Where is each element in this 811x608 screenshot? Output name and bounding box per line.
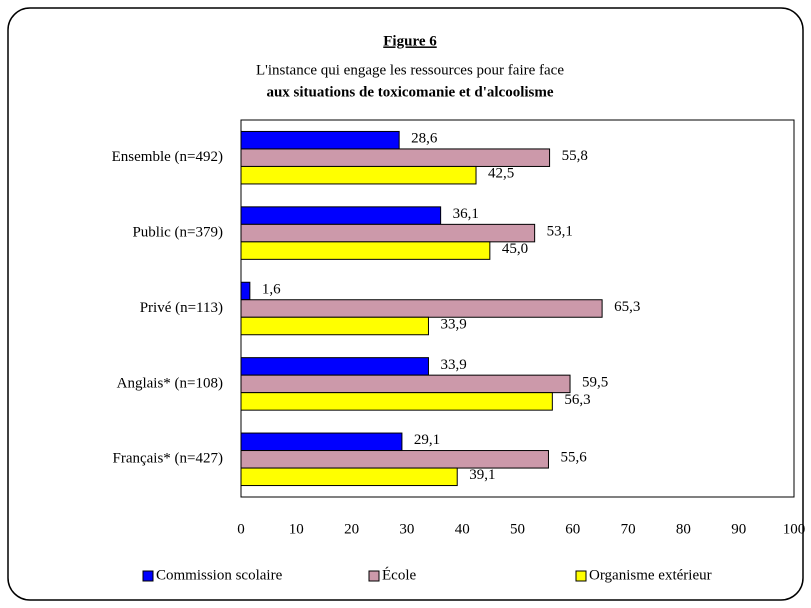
value-label: 42,5 bbox=[488, 166, 514, 182]
legend-swatch bbox=[575, 570, 587, 582]
value-label: 33,9 bbox=[440, 357, 466, 373]
y-tick-label: Privé (n=113) bbox=[140, 300, 223, 316]
x-tick-label: 60 bbox=[565, 521, 580, 537]
value-label: 45,0 bbox=[502, 241, 528, 257]
x-tick-label: 80 bbox=[676, 521, 691, 537]
value-label: 55,6 bbox=[560, 450, 587, 466]
value-label: 55,8 bbox=[562, 148, 588, 164]
value-label: 29,1 bbox=[414, 432, 440, 448]
bar bbox=[240, 450, 549, 469]
bar bbox=[240, 316, 429, 336]
x-tick-label: 90 bbox=[731, 521, 746, 537]
value-label: 1,6 bbox=[262, 281, 281, 297]
x-tick-label: 0 bbox=[237, 521, 245, 537]
bar bbox=[240, 299, 603, 318]
bar bbox=[240, 130, 400, 150]
legend-label: Commission scolaire bbox=[156, 567, 283, 583]
value-label: 53,1 bbox=[547, 224, 573, 240]
x-tick-label: 50 bbox=[510, 521, 525, 537]
bar bbox=[240, 241, 491, 260]
bar bbox=[240, 467, 458, 487]
value-label: 28,6 bbox=[411, 131, 438, 147]
x-tick-label: 70 bbox=[621, 521, 636, 537]
y-tick-label: Ensemble (n=492) bbox=[112, 149, 223, 165]
bar bbox=[240, 148, 551, 167]
bar bbox=[240, 392, 553, 411]
x-tick-label: 30 bbox=[399, 521, 414, 537]
bar bbox=[240, 374, 571, 394]
value-label: 33,9 bbox=[440, 316, 466, 332]
y-tick-label: Anglais* (n=108) bbox=[117, 375, 223, 391]
bar bbox=[240, 432, 403, 452]
chart-title: Figure 6 bbox=[383, 33, 437, 49]
x-tick-label: 10 bbox=[289, 521, 304, 537]
x-tick-label: 40 bbox=[455, 521, 470, 537]
bar bbox=[240, 281, 251, 301]
bar bbox=[240, 206, 442, 225]
x-tick-label: 100 bbox=[783, 521, 806, 537]
bar bbox=[240, 357, 429, 376]
bar bbox=[240, 223, 536, 243]
y-tick-label: Public (n=379) bbox=[132, 225, 223, 241]
value-label: 39,1 bbox=[469, 467, 495, 483]
value-label: 36,1 bbox=[453, 206, 479, 222]
value-label: 56,3 bbox=[564, 392, 590, 408]
x-tick-label: 20 bbox=[344, 521, 359, 537]
bar bbox=[240, 165, 477, 185]
value-label: 59,5 bbox=[582, 374, 608, 390]
chart-subtitle: L'instance qui engage les ressources pou… bbox=[256, 62, 564, 78]
y-tick-label: Français* (n=427) bbox=[112, 451, 223, 467]
legend-label: École bbox=[382, 566, 416, 583]
legend-swatch bbox=[142, 570, 154, 582]
value-label: 65,3 bbox=[614, 299, 640, 315]
chart-subtitle: aux situations de toxicomanie et d'alcoo… bbox=[266, 84, 553, 100]
legend-label: Organisme extérieur bbox=[589, 567, 712, 583]
legend-swatch bbox=[368, 570, 380, 582]
